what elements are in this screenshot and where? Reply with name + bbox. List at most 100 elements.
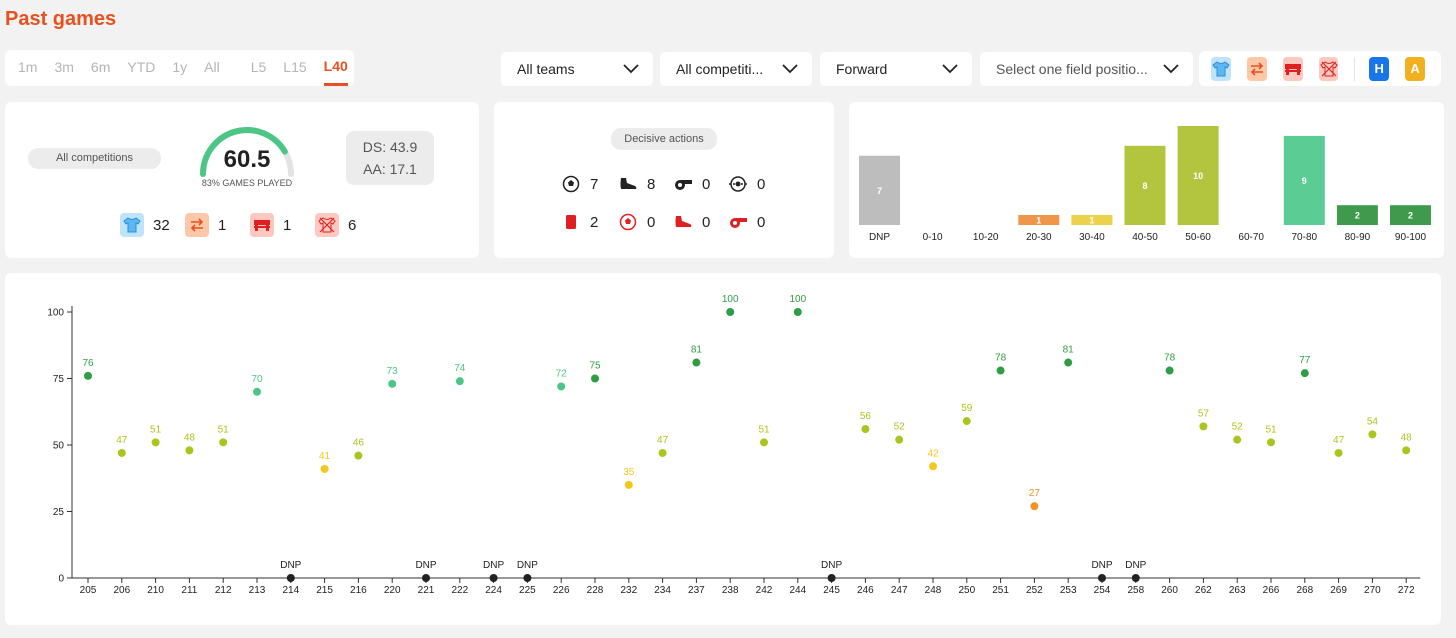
page-title: Past games bbox=[5, 8, 117, 30]
bench-filter-button[interactable] bbox=[1282, 56, 1303, 81]
dnp-point[interactable] bbox=[1131, 574, 1140, 582]
score-point[interactable] bbox=[692, 358, 701, 367]
score-point[interactable] bbox=[1064, 358, 1073, 367]
score-point[interactable] bbox=[219, 438, 228, 447]
substitute-count: 1 bbox=[185, 213, 226, 237]
score-label: 75 bbox=[589, 361, 601, 372]
score-point[interactable] bbox=[1267, 438, 1275, 447]
away-filter-button[interactable]: A bbox=[1405, 56, 1425, 81]
score-point[interactable] bbox=[591, 374, 599, 383]
period-l40[interactable]: L40 bbox=[323, 50, 348, 86]
red-cards-stat: 2 bbox=[561, 212, 598, 232]
starter-count-value: 32 bbox=[153, 216, 170, 234]
clearance-icon bbox=[728, 174, 748, 194]
dnp-label: DNP bbox=[517, 560, 538, 571]
ball-icon bbox=[561, 174, 581, 194]
score-point[interactable] bbox=[895, 435, 904, 444]
score-point[interactable] bbox=[861, 425, 870, 434]
field-position-dropdown[interactable]: Select one field positio... bbox=[980, 52, 1193, 86]
score-point[interactable] bbox=[996, 366, 1005, 375]
score-point[interactable] bbox=[658, 448, 667, 457]
starter-filter-button[interactable] bbox=[1211, 56, 1231, 81]
score-label: 100 bbox=[722, 294, 739, 305]
x-tick-label: 272 bbox=[1398, 585, 1415, 596]
dnp-point[interactable] bbox=[1098, 574, 1106, 582]
score-point[interactable] bbox=[253, 387, 261, 396]
score-point[interactable] bbox=[117, 448, 126, 457]
red-boot-icon bbox=[673, 212, 693, 232]
competitions-dropdown[interactable]: All competiti... bbox=[660, 52, 812, 86]
dnp-point[interactable] bbox=[422, 574, 430, 582]
y-tick-label: 25 bbox=[53, 507, 65, 518]
distribution-bar bbox=[1071, 215, 1113, 225]
score-point[interactable] bbox=[1368, 430, 1377, 439]
x-tick-label: 269 bbox=[1330, 585, 1347, 596]
score-point[interactable] bbox=[624, 480, 633, 489]
score-label: 48 bbox=[184, 432, 196, 443]
substitute-filter-button[interactable] bbox=[1246, 56, 1267, 81]
score-point[interactable] bbox=[1334, 448, 1343, 457]
dnp-point[interactable] bbox=[489, 574, 498, 582]
score-point[interactable] bbox=[760, 438, 768, 447]
score-point[interactable] bbox=[185, 446, 194, 455]
distribution-category-label: 50-60 bbox=[1185, 232, 1211, 243]
distribution-bar-label: 8 bbox=[1142, 181, 1147, 191]
distribution-category-label: 0-10 bbox=[923, 232, 943, 243]
ds-aa-box: DS: 43.9 AA: 17.1 bbox=[346, 131, 434, 185]
period-1y[interactable]: 1y bbox=[172, 59, 188, 75]
home-filter-button[interactable]: H bbox=[1369, 56, 1390, 81]
position-dropdown[interactable]: Forward bbox=[820, 52, 972, 86]
score-point[interactable] bbox=[726, 308, 735, 316]
not-in-squad-filter-button[interactable] bbox=[1318, 56, 1339, 81]
dnp-point[interactable] bbox=[523, 574, 532, 582]
score-point[interactable] bbox=[151, 438, 160, 447]
score-point[interactable] bbox=[388, 379, 397, 388]
dnp-point[interactable] bbox=[286, 574, 295, 582]
distribution-bar-label: 7 bbox=[877, 186, 882, 196]
period-l15[interactable]: L15 bbox=[283, 59, 307, 75]
score-point[interactable] bbox=[962, 417, 971, 426]
score-point[interactable] bbox=[354, 451, 363, 460]
x-tick-label: 228 bbox=[587, 585, 604, 596]
x-tick-label: 214 bbox=[282, 585, 299, 596]
period-all[interactable]: All bbox=[204, 59, 220, 75]
score-point[interactable] bbox=[1165, 366, 1174, 375]
score-point[interactable] bbox=[929, 462, 937, 471]
score-point[interactable] bbox=[1300, 369, 1309, 378]
red-ball-icon bbox=[618, 212, 638, 232]
score-label: 51 bbox=[1265, 424, 1277, 435]
score-point[interactable] bbox=[320, 464, 329, 473]
whistle-icon bbox=[673, 174, 693, 194]
period-selector: 1m 3m 6m YTD 1y All L5 L15 L40 bbox=[5, 50, 354, 86]
score-point[interactable] bbox=[84, 371, 92, 380]
x-tick-label: 220 bbox=[384, 585, 401, 596]
period-3m[interactable]: 3m bbox=[54, 59, 74, 75]
dnp-point[interactable] bbox=[827, 574, 836, 582]
teams-dropdown[interactable]: All teams bbox=[501, 52, 653, 86]
ds-value: DS: 43.9 bbox=[362, 139, 418, 155]
score-point[interactable] bbox=[1030, 502, 1039, 511]
score-point[interactable] bbox=[1233, 435, 1242, 444]
period-l5[interactable]: L5 bbox=[250, 59, 267, 75]
score-point[interactable] bbox=[557, 382, 566, 391]
x-tick-label: 226 bbox=[553, 585, 570, 596]
score-label: 59 bbox=[961, 403, 973, 414]
score-label: 46 bbox=[353, 438, 365, 449]
score-point[interactable] bbox=[1199, 422, 1208, 431]
distribution-category-label: 30-40 bbox=[1079, 232, 1105, 243]
chevron-down-icon bbox=[942, 64, 958, 74]
score-label: 56 bbox=[860, 411, 872, 422]
period-ytd[interactable]: YTD bbox=[127, 59, 156, 75]
score-label: 47 bbox=[1333, 435, 1345, 446]
own-goals-value: 0 bbox=[647, 213, 656, 231]
decisive-actions-card: Decisive actions 7 8 0 0 2 0 0 0 bbox=[494, 102, 834, 258]
score-label: 72 bbox=[556, 368, 568, 379]
assists-stat: 8 bbox=[618, 174, 655, 194]
score-point[interactable] bbox=[455, 377, 464, 386]
period-6m[interactable]: 6m bbox=[90, 59, 111, 75]
period-1m[interactable]: 1m bbox=[18, 59, 38, 75]
y-tick-label: 50 bbox=[53, 441, 65, 452]
score-point[interactable] bbox=[1402, 446, 1411, 455]
score-point[interactable] bbox=[793, 308, 802, 316]
x-tick-label: 250 bbox=[958, 585, 975, 596]
